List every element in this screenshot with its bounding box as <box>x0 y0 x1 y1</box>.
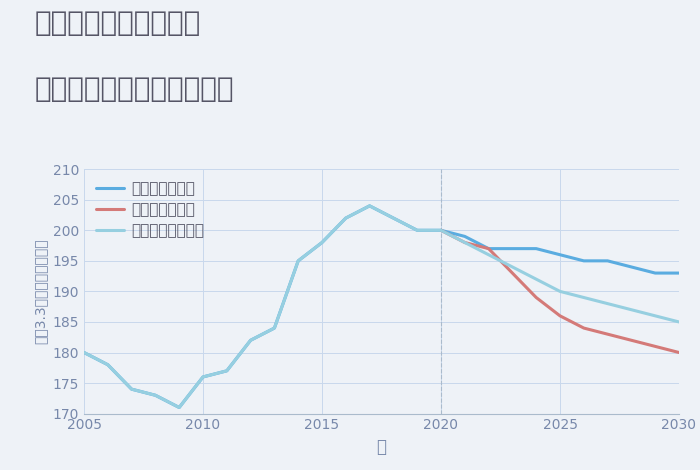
グッドシナリオ <box>127 386 136 392</box>
グッドシナリオ <box>342 215 350 221</box>
ノーマルシナリオ <box>80 350 88 355</box>
グッドシナリオ <box>270 325 279 331</box>
グッドシナリオ <box>223 368 231 374</box>
ノーマルシナリオ <box>580 295 588 300</box>
ノーマルシナリオ <box>627 307 636 313</box>
ノーマルシナリオ <box>318 240 326 245</box>
バッドシナリオ <box>556 313 564 319</box>
バッドシナリオ <box>675 350 683 355</box>
バッドシナリオ <box>508 270 517 276</box>
グッドシナリオ <box>627 264 636 270</box>
ノーマルシナリオ <box>389 215 398 221</box>
Text: 兵庫県西宮市前浜町の: 兵庫県西宮市前浜町の <box>35 9 202 38</box>
バッドシナリオ <box>603 331 612 337</box>
Line: グッドシナリオ: グッドシナリオ <box>84 206 679 407</box>
Line: バッドシナリオ: バッドシナリオ <box>441 230 679 352</box>
グッドシナリオ <box>294 258 302 264</box>
Line: ノーマルシナリオ: ノーマルシナリオ <box>84 206 679 407</box>
バッドシナリオ <box>437 227 445 233</box>
ノーマルシナリオ <box>365 203 374 209</box>
バッドシナリオ <box>627 337 636 343</box>
グッドシナリオ <box>508 246 517 251</box>
ノーマルシナリオ <box>223 368 231 374</box>
ノーマルシナリオ <box>104 362 112 368</box>
グッドシナリオ <box>80 350 88 355</box>
グッドシナリオ <box>461 234 469 239</box>
グッドシナリオ <box>532 246 540 251</box>
グッドシナリオ <box>580 258 588 264</box>
グッドシナリオ <box>104 362 112 368</box>
ノーマルシナリオ <box>151 392 160 398</box>
グッドシナリオ <box>484 246 493 251</box>
ノーマルシナリオ <box>199 374 207 380</box>
グッドシナリオ <box>199 374 207 380</box>
ノーマルシナリオ <box>413 227 421 233</box>
ノーマルシナリオ <box>556 289 564 294</box>
バッドシナリオ <box>651 344 659 349</box>
ノーマルシナリオ <box>246 337 255 343</box>
Legend: グッドシナリオ, バッドシナリオ, ノーマルシナリオ: グッドシナリオ, バッドシナリオ, ノーマルシナリオ <box>92 177 209 243</box>
ノーマルシナリオ <box>651 313 659 319</box>
ノーマルシナリオ <box>175 405 183 410</box>
ノーマルシナリオ <box>342 215 350 221</box>
ノーマルシナリオ <box>437 227 445 233</box>
ノーマルシナリオ <box>270 325 279 331</box>
ノーマルシナリオ <box>127 386 136 392</box>
グッドシナリオ <box>651 270 659 276</box>
ノーマルシナリオ <box>508 264 517 270</box>
グッドシナリオ <box>437 227 445 233</box>
グッドシナリオ <box>365 203 374 209</box>
グッドシナリオ <box>175 405 183 410</box>
グッドシナリオ <box>675 270 683 276</box>
ノーマルシナリオ <box>675 319 683 325</box>
バッドシナリオ <box>484 246 493 251</box>
Text: 中古マンションの価格推移: 中古マンションの価格推移 <box>35 75 235 103</box>
グッドシナリオ <box>603 258 612 264</box>
ノーマルシナリオ <box>461 240 469 245</box>
Y-axis label: 坪（3.3㎡）単価（万円）: 坪（3.3㎡）単価（万円） <box>33 239 47 344</box>
ノーマルシナリオ <box>603 301 612 306</box>
ノーマルシナリオ <box>532 276 540 282</box>
バッドシナリオ <box>532 295 540 300</box>
グッドシナリオ <box>556 252 564 258</box>
グッドシナリオ <box>318 240 326 245</box>
グッドシナリオ <box>413 227 421 233</box>
ノーマルシナリオ <box>294 258 302 264</box>
X-axis label: 年: 年 <box>377 438 386 456</box>
ノーマルシナリオ <box>484 252 493 258</box>
グッドシナリオ <box>151 392 160 398</box>
バッドシナリオ <box>580 325 588 331</box>
グッドシナリオ <box>389 215 398 221</box>
バッドシナリオ <box>461 240 469 245</box>
グッドシナリオ <box>246 337 255 343</box>
